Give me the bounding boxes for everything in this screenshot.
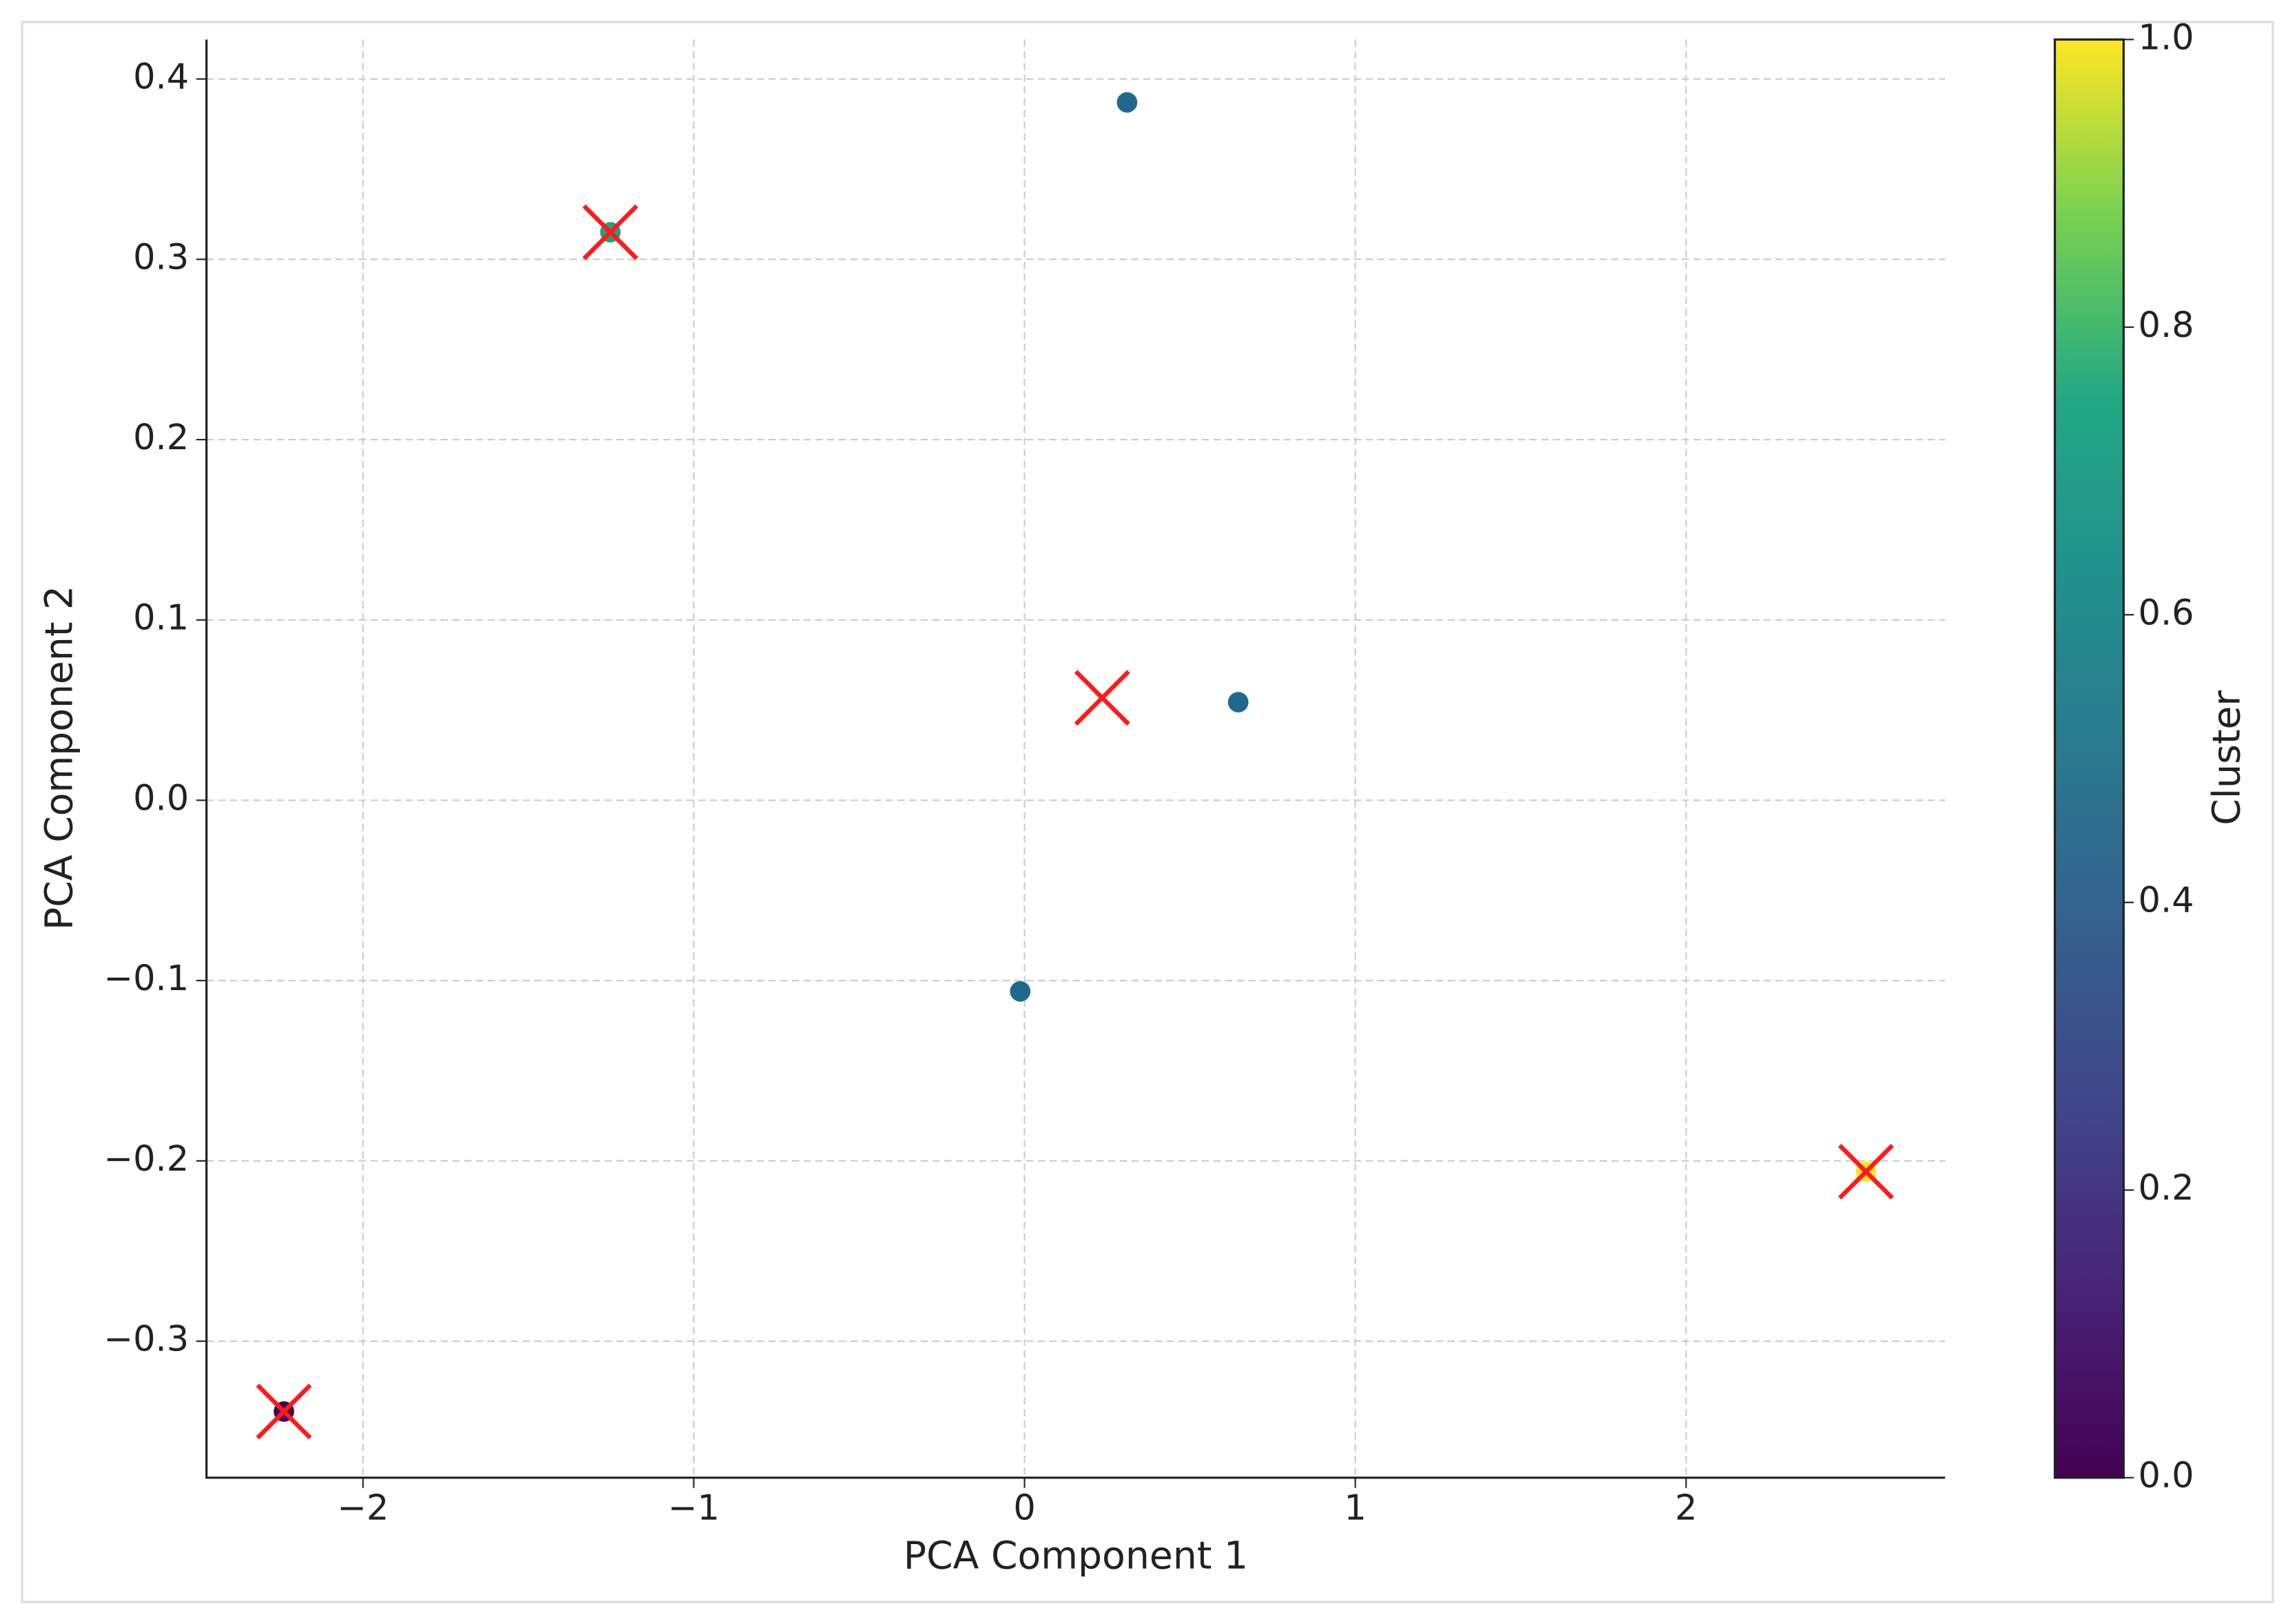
x-axis-title: PCA Component 1: [904, 1534, 1248, 1579]
x-tick-label: 2: [1675, 1488, 1697, 1528]
centroid-cross: [256, 1384, 312, 1440]
frame: [21, 21, 2274, 1603]
y-tick-label: −0.1: [103, 958, 189, 999]
y-tick-label: −0.2: [103, 1139, 189, 1180]
y-tick-label: 0.3: [133, 237, 189, 278]
centroid-cross: [1838, 1144, 1895, 1200]
y-tick-label: 0.4: [133, 57, 189, 98]
y-axis-title: PCA Component 2: [38, 586, 82, 930]
centroid-cross: [1074, 670, 1130, 726]
y-tick-label: −0.3: [103, 1319, 189, 1360]
x-tick-label: 0: [1013, 1488, 1035, 1528]
x-tick-label: −2: [337, 1488, 389, 1528]
y-tick-label: 0.0: [133, 778, 189, 819]
y-tick-label: 0.1: [133, 598, 189, 639]
centroid: [1074, 670, 1130, 726]
point: [1227, 692, 1249, 712]
colorbar-title: Cluster: [2205, 690, 2249, 825]
point: [1116, 92, 1138, 113]
axes: [205, 39, 1946, 1479]
colorbar: [2053, 38, 2125, 1479]
centroid: [582, 204, 639, 260]
colorbar-tick-label: 0.0: [2139, 1456, 2194, 1497]
colorbar-tick-label: 0.4: [2139, 881, 2194, 921]
colorbar-tick-label: 1.0: [2139, 17, 2194, 58]
x-tick-label: −1: [668, 1488, 720, 1528]
centroid: [1838, 1144, 1895, 1200]
point: [1010, 980, 1031, 1002]
colorbar-tick-label: 0.2: [2139, 1168, 2194, 1209]
colorbar-tick-label: 0.8: [2139, 305, 2194, 346]
colorbar-tick-label: 0.6: [2139, 593, 2194, 633]
y-tick-label: 0.2: [133, 418, 189, 458]
x-tick-label: 1: [1344, 1488, 1366, 1528]
centroid-cross: [582, 204, 639, 260]
centroid: [256, 1384, 312, 1440]
